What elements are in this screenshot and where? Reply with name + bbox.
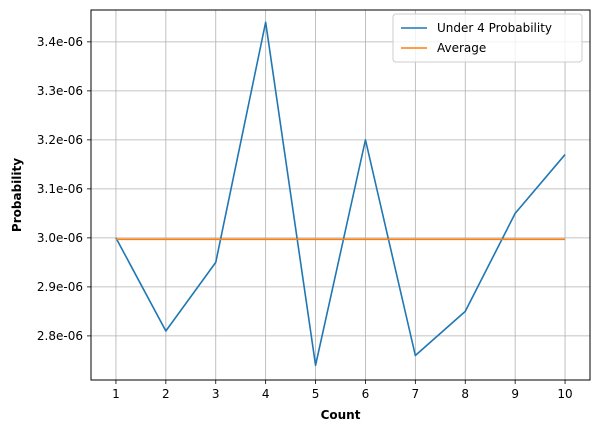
y-axis-label: Probability xyxy=(10,158,24,232)
y-tick-label: 3.2e-06 xyxy=(37,133,83,147)
plot-frame xyxy=(90,9,591,381)
x-tick-label: 9 xyxy=(511,387,519,401)
grid xyxy=(91,10,590,380)
x-tick-label: 1 xyxy=(112,387,120,401)
x-tick-label: 5 xyxy=(312,387,320,401)
y-tick-label: 3.0e-06 xyxy=(37,231,83,245)
legend: Under 4 Probability Average xyxy=(392,13,583,63)
series-line-0 xyxy=(115,21,566,367)
y-tick-label: 2.9e-06 xyxy=(37,280,83,294)
x-tick-label: 10 xyxy=(557,387,572,401)
x-tick-label: 8 xyxy=(461,387,469,401)
x-tick-label: 6 xyxy=(362,387,370,401)
y-tick-label: 3.3e-06 xyxy=(37,84,83,98)
x-axis-label: Count xyxy=(321,408,361,422)
x-tick-label: 2 xyxy=(162,387,170,401)
y-tick-label: 3.4e-06 xyxy=(37,35,83,49)
x-axis: 1 2 3 4 5 6 7 8 9 10 xyxy=(112,380,573,401)
x-tick-label: 4 xyxy=(262,387,270,401)
series-lines xyxy=(115,21,566,367)
legend-label-1: Average xyxy=(437,41,486,55)
y-axis: 2.8e-06 2.9e-06 3.0e-06 3.1e-06 3.2e-06 3.3e-… xyxy=(37,35,91,343)
legend-label-0: Under 4 Probability xyxy=(437,21,552,35)
x-tick-label: 3 xyxy=(212,387,220,401)
x-tick-label: 7 xyxy=(412,387,420,401)
y-tick-label: 2.8e-06 xyxy=(37,329,83,343)
y-tick-label: 3.1e-06 xyxy=(37,182,83,196)
legend-box xyxy=(392,13,583,63)
